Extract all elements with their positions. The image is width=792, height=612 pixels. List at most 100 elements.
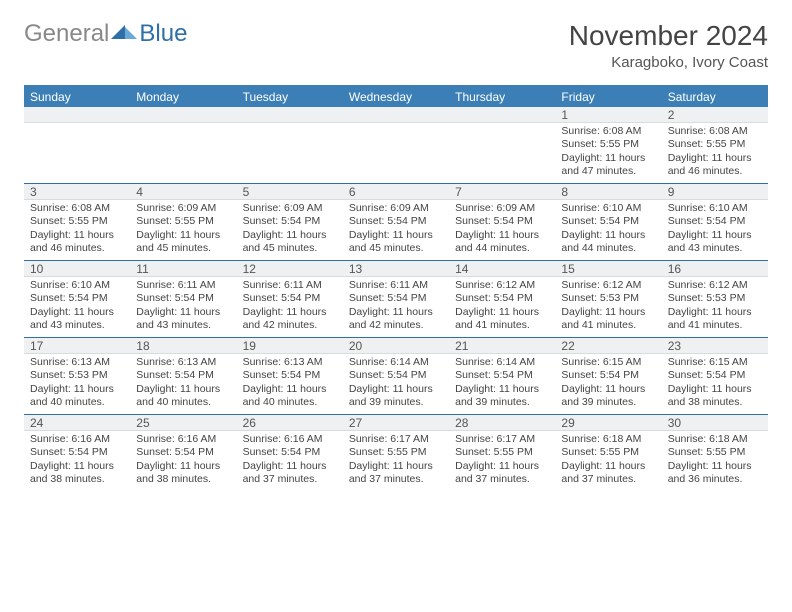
day-cell: 6Sunrise: 6:09 AMSunset: 5:54 PMDaylight… bbox=[343, 184, 449, 260]
day-cell: 14Sunrise: 6:12 AMSunset: 5:54 PMDayligh… bbox=[449, 261, 555, 337]
day-number: 8 bbox=[555, 184, 661, 200]
dow-thursday: Thursday bbox=[449, 87, 555, 107]
day-cell: 13Sunrise: 6:11 AMSunset: 5:54 PMDayligh… bbox=[343, 261, 449, 337]
sunrise-text: Sunrise: 6:13 AM bbox=[30, 356, 124, 369]
sunrise-text: Sunrise: 6:16 AM bbox=[30, 433, 124, 446]
day-details: Sunrise: 6:11 AMSunset: 5:54 PMDaylight:… bbox=[237, 277, 343, 333]
sunrise-text: Sunrise: 6:15 AM bbox=[668, 356, 762, 369]
dow-tuesday: Tuesday bbox=[237, 87, 343, 107]
sunset-text: Sunset: 5:54 PM bbox=[561, 215, 655, 228]
day-cell: 17 Sunrise: 6:13 AMSunset: 5:53 PMDayligh… bbox=[24, 338, 130, 414]
sunset-text: Sunset: 5:54 PM bbox=[668, 215, 762, 228]
title-block: November 2024 Karagboko, Ivory Coast bbox=[569, 20, 768, 71]
day-number: 20 bbox=[343, 338, 449, 354]
sunset-text: Sunset: 5:54 PM bbox=[455, 292, 549, 305]
daylight-text: Daylight: 11 hours and 40 minutes. bbox=[243, 383, 337, 410]
sunset-text: Sunset: 5:54 PM bbox=[136, 369, 230, 382]
day-details: Sunrise: 6:09 AMSunset: 5:54 PMDaylight:… bbox=[237, 200, 343, 256]
daylight-text: Daylight: 11 hours and 36 minutes. bbox=[668, 460, 762, 487]
daylight-text: Daylight: 11 hours and 42 minutes. bbox=[243, 306, 337, 333]
day-number: 24 bbox=[24, 415, 130, 431]
daylight-text: Daylight: 11 hours and 46 minutes. bbox=[668, 152, 762, 179]
sunset-text: Sunset: 5:54 PM bbox=[455, 215, 549, 228]
daylight-text: Daylight: 11 hours and 39 minutes. bbox=[349, 383, 443, 410]
day-details: Sunrise: 6:18 AMSunset: 5:55 PMDaylight:… bbox=[662, 431, 768, 487]
sunset-text: Sunset: 5:54 PM bbox=[30, 292, 124, 305]
day-details: Sunrise: 6:12 AMSunset: 5:53 PMDaylight:… bbox=[662, 277, 768, 333]
day-number: 22 bbox=[555, 338, 661, 354]
day-cell: 9Sunrise: 6:10 AMSunset: 5:54 PMDaylight… bbox=[662, 184, 768, 260]
daylight-text: Daylight: 11 hours and 45 minutes. bbox=[136, 229, 230, 256]
sunset-text: Sunset: 5:55 PM bbox=[455, 446, 549, 459]
daylight-text: Daylight: 11 hours and 43 minutes. bbox=[30, 306, 124, 333]
sunset-text: Sunset: 5:54 PM bbox=[349, 292, 443, 305]
sunrise-text: Sunrise: 6:13 AM bbox=[243, 356, 337, 369]
sunrise-text: Sunrise: 6:10 AM bbox=[561, 202, 655, 215]
daylight-text: Daylight: 11 hours and 37 minutes. bbox=[349, 460, 443, 487]
day-number: 23 bbox=[662, 338, 768, 354]
daylight-text: Daylight: 11 hours and 43 minutes. bbox=[668, 229, 762, 256]
dow-monday: Monday bbox=[130, 87, 236, 107]
day-details: Sunrise: 6:10 AMSunset: 5:54 PMDaylight:… bbox=[555, 200, 661, 256]
day-cell: 3Sunrise: 6:08 AMSunset: 5:55 PMDaylight… bbox=[24, 184, 130, 260]
day-number: 1 bbox=[555, 107, 661, 123]
sunset-text: Sunset: 5:54 PM bbox=[136, 446, 230, 459]
daylight-text: Daylight: 11 hours and 45 minutes. bbox=[349, 229, 443, 256]
day-number: 14 bbox=[449, 261, 555, 277]
logo-icon bbox=[111, 20, 137, 48]
day-details: Sunrise: 6:11 AMSunset: 5:54 PMDaylight:… bbox=[343, 277, 449, 333]
day-cell: 18Sunrise: 6:13 AMSunset: 5:54 PMDayligh… bbox=[130, 338, 236, 414]
sunrise-text: Sunrise: 6:09 AM bbox=[455, 202, 549, 215]
day-number bbox=[237, 107, 343, 123]
daylight-text: Daylight: 11 hours and 39 minutes. bbox=[455, 383, 549, 410]
sunset-text: Sunset: 5:55 PM bbox=[561, 138, 655, 151]
daylight-text: Daylight: 11 hours and 38 minutes. bbox=[30, 460, 124, 487]
sunrise-text: Sunrise: 6:13 AM bbox=[136, 356, 230, 369]
day-cell: 26Sunrise: 6:16 AMSunset: 5:54 PMDayligh… bbox=[237, 415, 343, 491]
day-details: Sunrise: 6:16 AMSunset: 5:54 PMDaylight:… bbox=[237, 431, 343, 487]
day-cell: 2Sunrise: 6:08 AMSunset: 5:55 PMDaylight… bbox=[662, 107, 768, 183]
daylight-text: Daylight: 11 hours and 38 minutes. bbox=[136, 460, 230, 487]
daylight-text: Daylight: 11 hours and 44 minutes. bbox=[561, 229, 655, 256]
day-number: 25 bbox=[130, 415, 236, 431]
day-number: 6 bbox=[343, 184, 449, 200]
sunset-text: Sunset: 5:54 PM bbox=[136, 292, 230, 305]
day-cell: 19Sunrise: 6:13 AMSunset: 5:54 PMDayligh… bbox=[237, 338, 343, 414]
day-cell: 22Sunrise: 6:15 AMSunset: 5:54 PMDayligh… bbox=[555, 338, 661, 414]
day-details: Sunrise: 6:10 AMSunset: 5:54 PMDaylight:… bbox=[24, 277, 130, 333]
daylight-text: Daylight: 11 hours and 41 minutes. bbox=[561, 306, 655, 333]
sunset-text: Sunset: 5:54 PM bbox=[243, 446, 337, 459]
day-number: 2 bbox=[662, 107, 768, 123]
day-number: 18 bbox=[130, 338, 236, 354]
day-details: Sunrise: 6:12 AMSunset: 5:53 PMDaylight:… bbox=[555, 277, 661, 333]
sunset-text: Sunset: 5:55 PM bbox=[561, 446, 655, 459]
day-number: 21 bbox=[449, 338, 555, 354]
day-number: 12 bbox=[237, 261, 343, 277]
dow-wednesday: Wednesday bbox=[343, 87, 449, 107]
sunrise-text: Sunrise: 6:16 AM bbox=[136, 433, 230, 446]
day-number: 17 bbox=[24, 338, 130, 354]
day-number: 5 bbox=[237, 184, 343, 200]
sunrise-text: Sunrise: 6:08 AM bbox=[30, 202, 124, 215]
daylight-text: Daylight: 11 hours and 43 minutes. bbox=[136, 306, 230, 333]
daylight-text: Daylight: 11 hours and 37 minutes. bbox=[243, 460, 337, 487]
day-number bbox=[24, 107, 130, 123]
sunset-text: Sunset: 5:54 PM bbox=[349, 215, 443, 228]
day-details: Sunrise: 6:09 AMSunset: 5:54 PMDaylight:… bbox=[343, 200, 449, 256]
day-details: Sunrise: 6:12 AMSunset: 5:54 PMDaylight:… bbox=[449, 277, 555, 333]
week-row: 10Sunrise: 6:10 AMSunset: 5:54 PMDayligh… bbox=[24, 260, 768, 337]
sunrise-text: Sunrise: 6:17 AM bbox=[455, 433, 549, 446]
page-header: General Blue November 2024 Karagboko, Iv… bbox=[24, 20, 768, 71]
sunset-text: Sunset: 5:55 PM bbox=[136, 215, 230, 228]
day-number: 26 bbox=[237, 415, 343, 431]
sunrise-text: Sunrise: 6:16 AM bbox=[243, 433, 337, 446]
day-cell: 27Sunrise: 6:17 AMSunset: 5:55 PMDayligh… bbox=[343, 415, 449, 491]
sunset-text: Sunset: 5:53 PM bbox=[30, 369, 124, 382]
day-cell bbox=[449, 107, 555, 183]
page-title: November 2024 bbox=[569, 20, 768, 52]
day-cell: 11Sunrise: 6:11 AMSunset: 5:54 PMDayligh… bbox=[130, 261, 236, 337]
day-number bbox=[449, 107, 555, 123]
daylight-text: Daylight: 11 hours and 40 minutes. bbox=[30, 383, 124, 410]
day-details: Sunrise: 6:15 AMSunset: 5:54 PMDaylight:… bbox=[555, 354, 661, 410]
week-row: 1Sunrise: 6:08 AMSunset: 5:55 PMDaylight… bbox=[24, 107, 768, 183]
